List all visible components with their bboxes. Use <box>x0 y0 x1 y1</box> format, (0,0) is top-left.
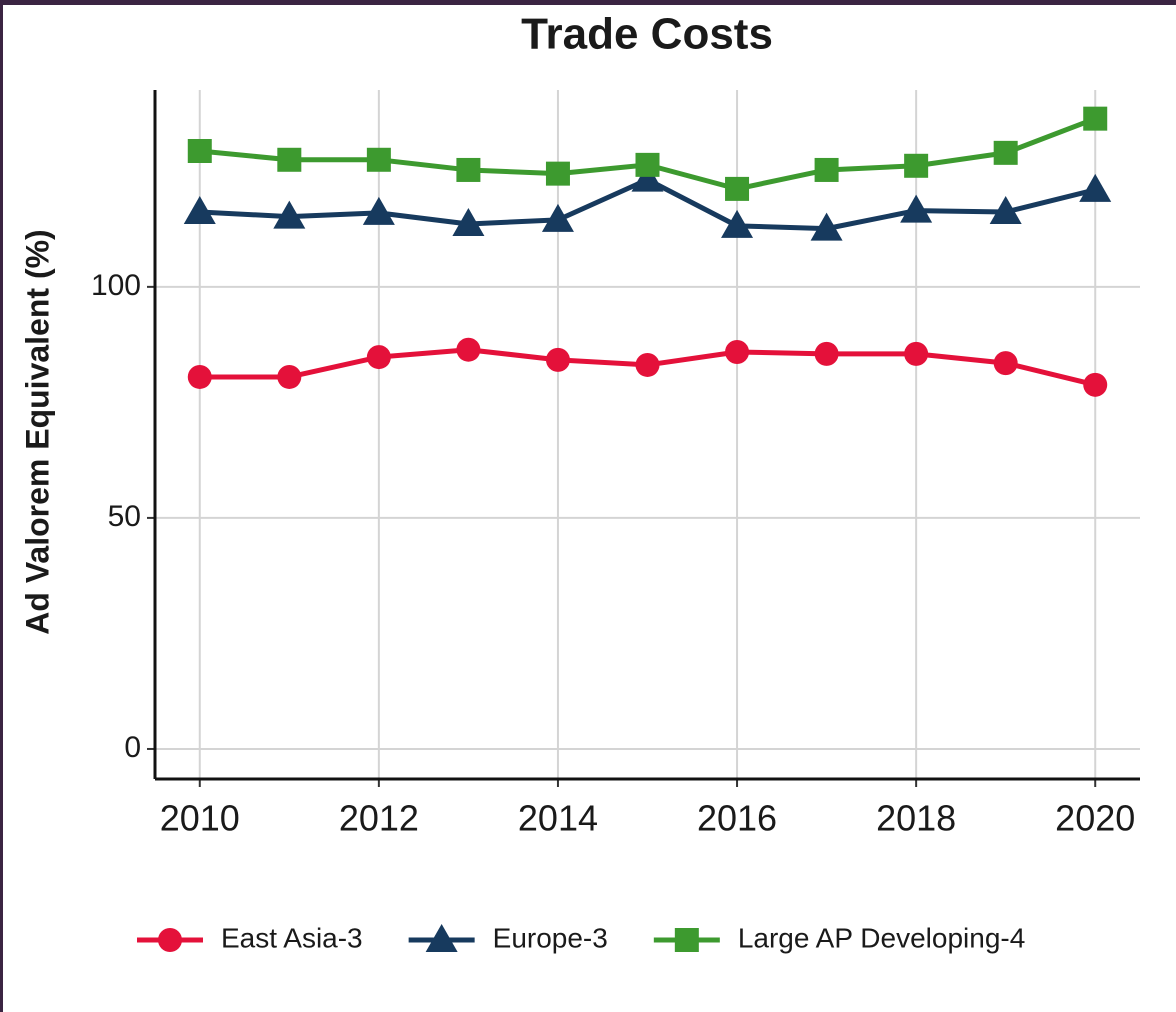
data-point <box>1079 173 1112 202</box>
data-point <box>362 196 395 225</box>
data-point <box>366 345 391 370</box>
y-tick-label: 100 <box>91 269 141 302</box>
data-point <box>452 208 485 237</box>
legend-marker <box>425 924 458 952</box>
chart-title: Trade Costs <box>521 10 773 59</box>
x-tick-label: 2020 <box>1055 798 1135 839</box>
x-tick-label: 2018 <box>876 798 956 839</box>
data-point <box>273 200 306 229</box>
data-point <box>541 203 574 232</box>
data-point <box>725 340 750 365</box>
x-tick-label: 2014 <box>518 798 598 839</box>
data-point <box>187 138 212 163</box>
y-tick-label: 50 <box>108 500 141 533</box>
legend-label: Large AP Developing-4 <box>738 922 1025 953</box>
data-point <box>904 341 929 366</box>
legend-marker <box>158 928 182 952</box>
legend-label: Europe-3 <box>493 922 608 953</box>
data-point <box>810 212 843 241</box>
legend-label: East Asia-3 <box>221 922 363 953</box>
data-point <box>900 194 933 223</box>
legend-marker <box>674 928 699 952</box>
data-point <box>989 195 1022 224</box>
data-point <box>366 147 391 172</box>
x-tick-label: 2012 <box>339 798 419 839</box>
data-point <box>1083 372 1108 397</box>
x-tick-label: 2010 <box>160 798 240 839</box>
data-point <box>635 352 660 377</box>
data-point <box>814 157 839 182</box>
data-point <box>904 153 929 178</box>
data-point <box>1083 106 1108 131</box>
data-point <box>545 347 570 372</box>
data-point <box>993 351 1018 376</box>
data-point <box>187 364 212 389</box>
x-tick-label: 2016 <box>697 798 777 839</box>
data-point <box>725 176 750 201</box>
y-tick-label: 0 <box>124 731 141 764</box>
data-point <box>993 140 1018 165</box>
data-point <box>635 152 660 177</box>
data-point <box>631 163 664 192</box>
data-point <box>183 195 216 224</box>
y-axis-label: Ad Valorem Equivalent (%) <box>19 229 55 634</box>
data-point <box>721 209 754 238</box>
data-point <box>814 341 839 366</box>
data-point <box>277 147 302 172</box>
data-point <box>456 337 481 362</box>
data-point <box>456 157 481 182</box>
data-point <box>545 161 570 186</box>
data-point <box>277 364 302 389</box>
